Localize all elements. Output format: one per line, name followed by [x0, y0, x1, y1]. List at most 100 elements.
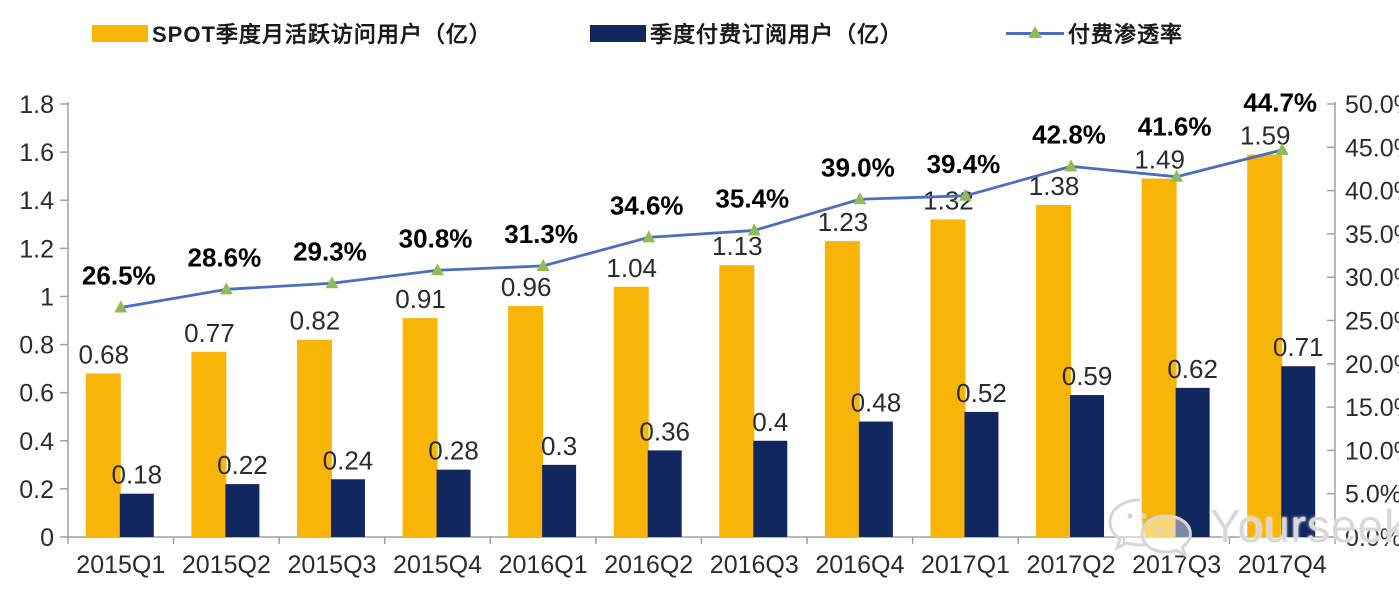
- mau-value-label: 0.77: [184, 318, 235, 348]
- left-axis-tick-label: 1.2: [19, 235, 54, 263]
- subscriber-bar: [1070, 395, 1105, 537]
- penetration-pct-label: 35.4%: [715, 183, 789, 213]
- subscriber-bar: [753, 440, 788, 537]
- penetration-marker-triangle-icon: [219, 282, 233, 295]
- x-axis-category-label: 2015Q1: [76, 551, 165, 579]
- penetration-legend-marker: [1006, 24, 1064, 42]
- left-axis-tick-label: 0.4: [19, 428, 54, 456]
- mau-value-label: 0.82: [290, 306, 341, 336]
- right-axis-tick-label: 40.0%: [1345, 178, 1399, 206]
- mau-value-label: 1.23: [818, 207, 869, 237]
- right-axis-tick-label: 35.0%: [1345, 221, 1399, 249]
- subscriber-bar: [436, 469, 471, 537]
- subscriber-value-label: 0.36: [639, 416, 690, 446]
- penetration-pct-label: 29.3%: [293, 236, 367, 266]
- mau-value-label: 0.91: [395, 284, 446, 314]
- penetration-marker-triangle-icon: [431, 263, 445, 276]
- subscriber-bar: [647, 450, 682, 537]
- mau-bar: [1141, 178, 1177, 538]
- mau-bar: [402, 318, 438, 537]
- subscriber-value-label: 0.24: [323, 445, 374, 475]
- right-axis-tick-label: 30.0%: [1345, 264, 1399, 292]
- mau-bar: [508, 306, 544, 537]
- penetration-marker-triangle-icon: [114, 300, 128, 313]
- subscriber-value-label: 0.62: [1167, 354, 1218, 384]
- right-axis-tick-label: 50.0%: [1345, 91, 1399, 119]
- subscribers-legend-label: 季度付费订阅用户（亿）: [650, 22, 904, 47]
- legend-item-mau: SPOT季度月活跃访问用户（亿）: [92, 18, 492, 48]
- subscriber-value-label: 0.52: [956, 378, 1007, 408]
- subscriber-bar: [119, 493, 154, 537]
- penetration-line: [120, 148, 1283, 309]
- right-axis-tick-label: 20.0%: [1345, 351, 1399, 379]
- penetration-legend-triangle-icon: [1028, 26, 1042, 38]
- x-axis-category-label: 2017Q4: [1238, 551, 1327, 579]
- mau-bar: [824, 241, 860, 537]
- x-axis-category-label: 2016Q2: [604, 551, 693, 579]
- x-axis-category-label: 2016Q1: [499, 551, 588, 579]
- right-axis-tick-label: 45.0%: [1345, 134, 1399, 162]
- left-axis-tick-label: 1.6: [19, 139, 54, 167]
- penetration-pct-label: 28.6%: [188, 242, 262, 272]
- mau-bar: [1247, 154, 1283, 537]
- x-axis-category-label: 2017Q3: [1132, 551, 1221, 579]
- x-axis-category-label: 2016Q3: [710, 551, 799, 579]
- penetration-marker-triangle-icon: [536, 258, 550, 271]
- subscriber-bar: [964, 411, 999, 537]
- mau-value-label: 1.13: [712, 231, 763, 261]
- subscribers-legend-swatch: [590, 24, 646, 42]
- penetration-marker-triangle-icon: [1275, 142, 1289, 155]
- penetration-marker-triangle-icon: [1064, 159, 1078, 172]
- subscriber-value-label: 0.3: [541, 431, 577, 461]
- subscriber-bar: [1175, 387, 1210, 537]
- left-axis-tick-label: 0.6: [19, 380, 54, 408]
- right-axis-tick-label: 10.0%: [1345, 437, 1399, 465]
- subscriber-value-label: 0.28: [428, 436, 479, 466]
- mau-value-label: 1.04: [606, 253, 657, 283]
- mau-bar: [191, 351, 227, 537]
- right-axis-tick-label: 0.0%: [1345, 524, 1399, 552]
- penetration-marker-triangle-icon: [642, 230, 656, 243]
- penetration-pct-label: 26.5%: [82, 261, 156, 291]
- subscriber-bar: [330, 479, 365, 537]
- mau-bar: [85, 373, 121, 537]
- left-axis-tick-label: 1.8: [19, 91, 54, 119]
- mau-value-label: 1.49: [1134, 145, 1185, 175]
- subscriber-value-label: 0.48: [851, 388, 902, 418]
- subscriber-bar: [1281, 366, 1316, 537]
- penetration-pct-label: 39.0%: [821, 152, 895, 182]
- penetration-pct-label: 39.4%: [927, 149, 1001, 179]
- mau-bar: [296, 339, 332, 537]
- x-axis-category-label: 2015Q3: [287, 551, 376, 579]
- subscriber-value-label: 0.18: [111, 460, 162, 490]
- penetration-marker-triangle-icon: [325, 276, 339, 289]
- penetration-pct-label: 41.6%: [1138, 112, 1212, 142]
- left-axis-tick-label: 0.8: [19, 332, 54, 360]
- penetration-pct-label: 42.8%: [1032, 119, 1106, 149]
- x-axis-category-label: 2017Q1: [921, 551, 1010, 579]
- legend-item-penetration: 付费渗透率: [1006, 18, 1183, 48]
- left-axis-tick-label: 1: [40, 283, 54, 311]
- x-axis-category-label: 2015Q2: [182, 551, 271, 579]
- subscriber-value-label: 0.59: [1062, 361, 1113, 391]
- mau-legend-swatch: [92, 24, 148, 42]
- left-axis-tick-label: 1.4: [19, 187, 54, 215]
- penetration-marker-triangle-icon: [1170, 169, 1184, 182]
- mau-bar: [613, 286, 649, 537]
- penetration-marker-triangle-icon: [853, 192, 867, 205]
- legend-item-subscribers: 季度付费订阅用户（亿）: [590, 18, 903, 48]
- x-axis-category-label: 2015Q4: [393, 551, 482, 579]
- penetration-legend-label: 付费渗透率: [1068, 22, 1184, 47]
- mau-value-label: 0.96: [501, 272, 552, 302]
- left-axis-tick-label: 0.2: [19, 476, 54, 504]
- right-axis-tick-label: 5.0%: [1345, 481, 1399, 509]
- penetration-marker-triangle-icon: [747, 223, 761, 236]
- subscriber-value-label: 0.22: [217, 450, 268, 480]
- right-axis-tick-label: 25.0%: [1345, 308, 1399, 336]
- subscriber-value-label: 0.4: [752, 407, 788, 437]
- mau-bar: [719, 265, 755, 537]
- subscriber-bar: [858, 421, 893, 537]
- right-axis-tick-label: 15.0%: [1345, 394, 1399, 422]
- penetration-marker-triangle-icon: [958, 188, 972, 201]
